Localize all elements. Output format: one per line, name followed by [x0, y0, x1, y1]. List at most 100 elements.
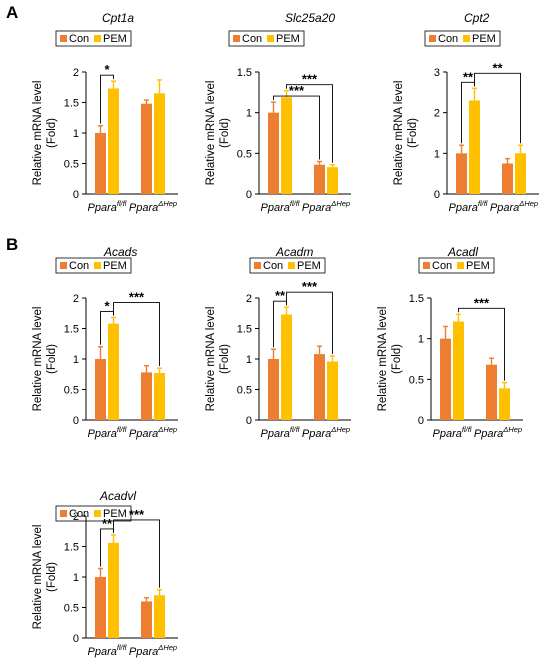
y-axis-label-line1: Relative mRNA level: [205, 81, 217, 186]
legend-label-con: Con: [69, 260, 89, 272]
chart-title: Cpt2: [464, 11, 490, 25]
y-tick-label: 1: [418, 334, 424, 346]
y-axis-label: Relative mRNA level (Fold): [377, 307, 403, 412]
category-sup: ΔHep: [502, 425, 522, 434]
y-axis-label-line1: Relative mRNA level: [377, 307, 389, 412]
bar-con-dhep: [141, 103, 152, 194]
legend-swatch-pem: [94, 510, 101, 517]
significance-bracket: *: [100, 62, 114, 124]
category-sup: fl/fl: [290, 199, 300, 208]
y-tick-label: 1: [246, 108, 252, 120]
y-tick-label: 1: [73, 128, 79, 140]
category-base: Ppara: [129, 428, 158, 440]
bar-con-flfl: [95, 133, 106, 194]
y-tick-label: 0.5: [409, 374, 424, 386]
legend-box: [55, 505, 132, 522]
bar-con-flfl: [268, 359, 279, 420]
category-label: Pparafl/fl: [88, 643, 127, 658]
chart-acads: Acads Con PEM 0 0.5 1 1.5 2 Relative mRNA level(…: [32, 245, 178, 440]
y-tick-label: 0: [73, 415, 79, 427]
bracket-line: [286, 84, 333, 163]
category-sup: ΔHep: [330, 425, 350, 434]
legend-box: [55, 257, 132, 274]
y-tick-label: 0.5: [237, 148, 252, 160]
significance-bracket: ***: [286, 72, 333, 163]
bar-pem-dhep: [154, 595, 165, 638]
legend: Con PEM: [249, 257, 326, 274]
significance-label: **: [102, 516, 113, 531]
y-axis-label: Relative mRNA level (Fold): [205, 307, 231, 412]
legend-label-pem: PEM: [472, 33, 496, 45]
legend-label-con: Con: [438, 33, 458, 45]
y-tick-label: 3: [434, 67, 440, 79]
y-axis-label-line2: (Fold): [407, 118, 419, 148]
bar-con-dhep: [486, 364, 497, 420]
significance-label: **: [463, 69, 474, 84]
bar-pem-dhep: [327, 361, 338, 420]
significance-bracket: ***: [286, 279, 333, 354]
legend-swatch-con: [429, 35, 436, 42]
y-axis-label: Relative mRNA level (Fold): [393, 81, 419, 186]
y-tick-label: 0: [73, 189, 79, 201]
bar-pem-flfl: [469, 100, 480, 194]
significance-label: ***: [129, 290, 145, 305]
significance-bracket: ***: [273, 83, 320, 160]
significance-label: **: [275, 288, 286, 303]
y-tick-label: 2: [73, 67, 79, 79]
y-tick-label: 0.5: [64, 159, 79, 171]
bar-pem-flfl: [108, 88, 119, 194]
y-tick-label: 2: [434, 108, 440, 120]
category-sup: ΔHep: [518, 199, 538, 208]
significance-bracket: ***: [113, 507, 160, 588]
significance-label: ***: [289, 83, 305, 98]
bar-con-dhep: [141, 601, 152, 638]
bar-pem-dhep: [327, 167, 338, 194]
y-tick-label: 1: [73, 354, 79, 366]
category-label: Pparafl/fl: [261, 425, 300, 440]
category-base: Ppara: [261, 202, 290, 214]
chart-title: Acads: [103, 245, 137, 259]
legend-label-pem: PEM: [103, 508, 127, 520]
y-axis-label-line2: (Fold): [219, 344, 231, 374]
category-base: Ppara: [88, 646, 117, 658]
significance-label: ***: [474, 295, 490, 310]
bar-con-flfl: [440, 338, 451, 420]
bar-pem-flfl: [453, 321, 464, 420]
bar-pem-dhep: [154, 93, 165, 194]
y-axis-label: Relative mRNA level (Fold): [32, 525, 58, 630]
y-axis-label: Relative mRNA level (Fold): [32, 307, 58, 412]
category-base: Ppara: [490, 202, 519, 214]
legend-swatch-con: [423, 262, 430, 269]
y-tick-label: 2: [73, 511, 79, 523]
category-base: Ppara: [433, 428, 462, 440]
y-axis-label-line1: Relative mRNA level: [205, 307, 217, 412]
chart-cpt1a: Cpt1a Con PEM 0 0.5 1 1.5 2 Relative mRNA level(…: [32, 11, 178, 214]
y-axis-label-line1: Relative mRNA level: [32, 525, 44, 630]
bracket-line: [113, 302, 160, 367]
bracket-line: [113, 519, 160, 588]
legend-label-pem: PEM: [297, 260, 321, 272]
category-base: Ppara: [474, 428, 503, 440]
y-tick-label: 0.5: [64, 385, 79, 397]
legend-label-pem: PEM: [276, 33, 300, 45]
category-label: Pparafl/fl: [88, 199, 127, 214]
legend: Con PEM: [418, 257, 495, 274]
y-axis-label-line1: Relative mRNA level: [32, 81, 44, 186]
bar-pem-flfl: [108, 323, 119, 420]
y-tick-label: 2: [73, 293, 79, 305]
y-tick-label: 1.5: [64, 324, 79, 336]
legend-box: [418, 257, 495, 274]
chart-title: Acadvl: [99, 489, 136, 503]
legend-swatch-pem: [94, 35, 101, 42]
bar-pem-flfl: [108, 542, 119, 638]
y-tick-label: 1.5: [64, 542, 79, 554]
bar-con-flfl: [95, 577, 106, 638]
significance-label: *: [104, 62, 110, 77]
bracket-line: [286, 291, 333, 354]
bar-pem-dhep: [154, 373, 165, 420]
y-tick-label: 1: [73, 572, 79, 584]
y-axis-label-line2: (Fold): [391, 344, 403, 374]
significance-label: ***: [302, 72, 318, 87]
legend-label-pem: PEM: [103, 260, 127, 272]
